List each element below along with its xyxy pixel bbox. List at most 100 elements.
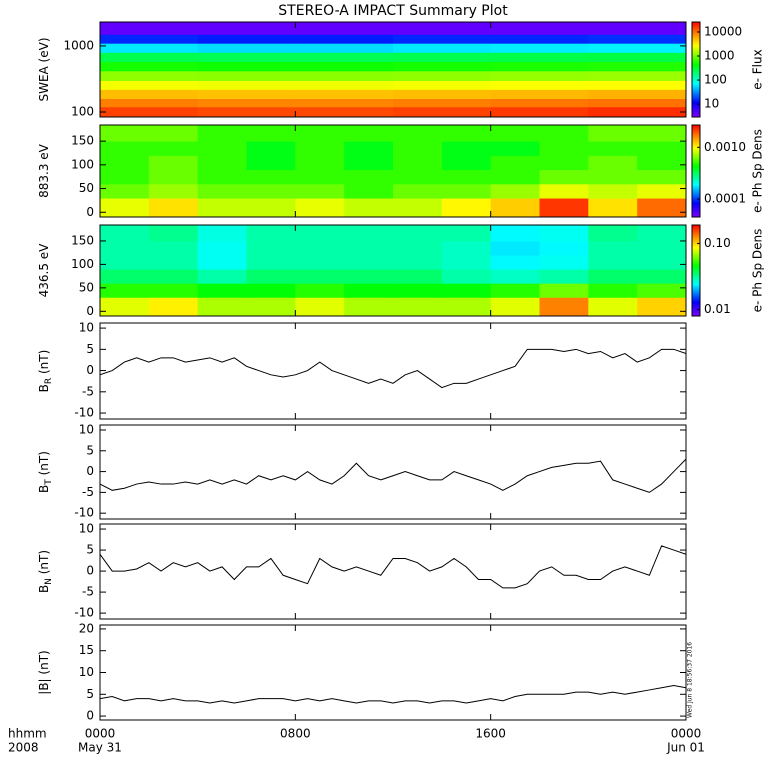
- heatmap-cell: [197, 183, 247, 199]
- heatmap-cell: [100, 183, 150, 199]
- y-tick-label: 0: [86, 304, 94, 318]
- heatmap-cell: [295, 98, 394, 108]
- heatmap-cell: [100, 240, 150, 256]
- heatmap-cell: [148, 255, 199, 270]
- heatmap-cell: [246, 155, 296, 171]
- y-tick-label: 5: [86, 443, 94, 457]
- heatmap-cell: [588, 34, 686, 44]
- heatmap-cell: [197, 283, 247, 298]
- heatmap-cell: [539, 155, 589, 171]
- heatmap-cell: [637, 240, 686, 256]
- heatmap-cell: [490, 80, 589, 90]
- heatmap-cell: [197, 61, 296, 72]
- heatmap-cell: [441, 169, 492, 185]
- y-tick-label: -10: [74, 506, 94, 520]
- heatmap-cell: [490, 297, 540, 316]
- x-tick-label: 1600: [475, 727, 506, 741]
- heatmap-cell: [246, 125, 296, 142]
- heatmap-cell: [100, 255, 150, 270]
- heatmap-cell: [100, 125, 150, 142]
- heatmap-cell: [441, 297, 492, 316]
- y-axis-label-sub: T: [44, 479, 54, 486]
- y-tick-label: 150: [71, 134, 94, 148]
- heatmap-cell: [246, 141, 296, 156]
- heatmap-cell: [539, 255, 589, 270]
- colorbar-tick-label: 0.0001: [704, 192, 746, 206]
- heatmap-cell: [295, 125, 345, 142]
- heatmap-cell: [100, 89, 199, 100]
- heatmap-cell: [295, 183, 345, 199]
- heatmap-cell: [344, 255, 394, 270]
- heatmap-cell: [393, 183, 443, 199]
- heatmap-cell: [393, 34, 492, 44]
- colorbar-tick-label: 1000: [704, 49, 735, 63]
- x-tick-date: Jun 01: [666, 741, 705, 755]
- heatmap-cell: [100, 70, 199, 81]
- data-line: [100, 685, 686, 704]
- panel: [100, 125, 686, 217]
- heatmap-cell: [197, 169, 247, 185]
- colorbar: [691, 21, 701, 118]
- heatmap-cell: [197, 141, 247, 156]
- colorbar: [691, 224, 701, 317]
- heatmap-cell: [588, 225, 638, 242]
- y-tick-label: -10: [74, 406, 94, 420]
- y-axis-label-sub: N: [44, 578, 54, 585]
- heatmap-cell: [441, 225, 492, 242]
- heatmap-cell: [490, 43, 589, 53]
- y-axis-label-main: SWEA (eV): [37, 37, 51, 101]
- colorbar-label: e- Ph Sp Dens: [751, 129, 765, 213]
- heatmap-cell: [246, 240, 296, 256]
- heatmap-cell: [197, 125, 247, 142]
- heatmap-cell: [295, 34, 394, 44]
- heatmap-cell: [393, 70, 492, 81]
- heatmap-cell: [295, 80, 394, 90]
- heatmap-cell: [393, 141, 443, 156]
- heatmap-cell: [344, 198, 394, 217]
- y-axis-label-main: |B| (nT): [37, 650, 51, 694]
- heatmap-cell: [490, 155, 540, 171]
- colorbar-label: e- Flux: [751, 49, 765, 89]
- heatmap-cell: [100, 269, 150, 284]
- x-tick-label: 0000: [85, 727, 116, 741]
- data-line: [100, 545, 686, 589]
- heatmap-cell: [295, 155, 345, 171]
- heatmap-cell: [100, 141, 150, 156]
- y-axis-label-main: B: [37, 384, 51, 392]
- heatmap-cell: [490, 240, 540, 256]
- heatmap-cell: [441, 283, 492, 298]
- heatmap-cell: [539, 269, 589, 284]
- y-tick-label: 150: [71, 233, 94, 247]
- x-axis-label: hhmm: [8, 727, 47, 741]
- y-axis-label: BN (nT): [37, 550, 54, 593]
- heatmap-cell: [197, 70, 296, 81]
- heatmap-cell: [295, 52, 394, 63]
- heatmap-cell: [539, 169, 589, 185]
- heatmap-cell: [344, 125, 394, 142]
- heatmap-cell: [295, 198, 345, 217]
- heatmap-cell: [539, 240, 589, 256]
- y-axis-label-unit: (nT): [37, 451, 51, 479]
- y-tick-label: 50: [79, 181, 94, 195]
- heatmap-cell: [246, 283, 296, 298]
- heatmap-cell: [197, 89, 296, 100]
- heatmap-cell: [490, 255, 540, 270]
- heatmap-cell: [588, 70, 686, 81]
- heatmap-cell: [148, 297, 199, 316]
- y-axis-label-unit: (nT): [37, 350, 51, 378]
- heatmap-cell: [148, 169, 199, 185]
- heatmap-cell: [588, 155, 638, 171]
- heatmap-cell: [441, 141, 492, 156]
- y-tick-label: 10: [79, 321, 94, 335]
- y-axis-label-main: B: [37, 585, 51, 593]
- heatmap-cell: [246, 297, 296, 316]
- heatmap-cell: [393, 43, 492, 53]
- colorbar-label: e- Ph Sp Dens: [751, 229, 765, 313]
- heatmap-cell: [637, 169, 686, 185]
- heatmap-cell: [197, 198, 247, 217]
- x-tick-date: May 31: [78, 741, 122, 755]
- heatmap-cell: [539, 225, 589, 242]
- heatmap-cell: [393, 155, 443, 171]
- heatmap-cell: [588, 240, 638, 256]
